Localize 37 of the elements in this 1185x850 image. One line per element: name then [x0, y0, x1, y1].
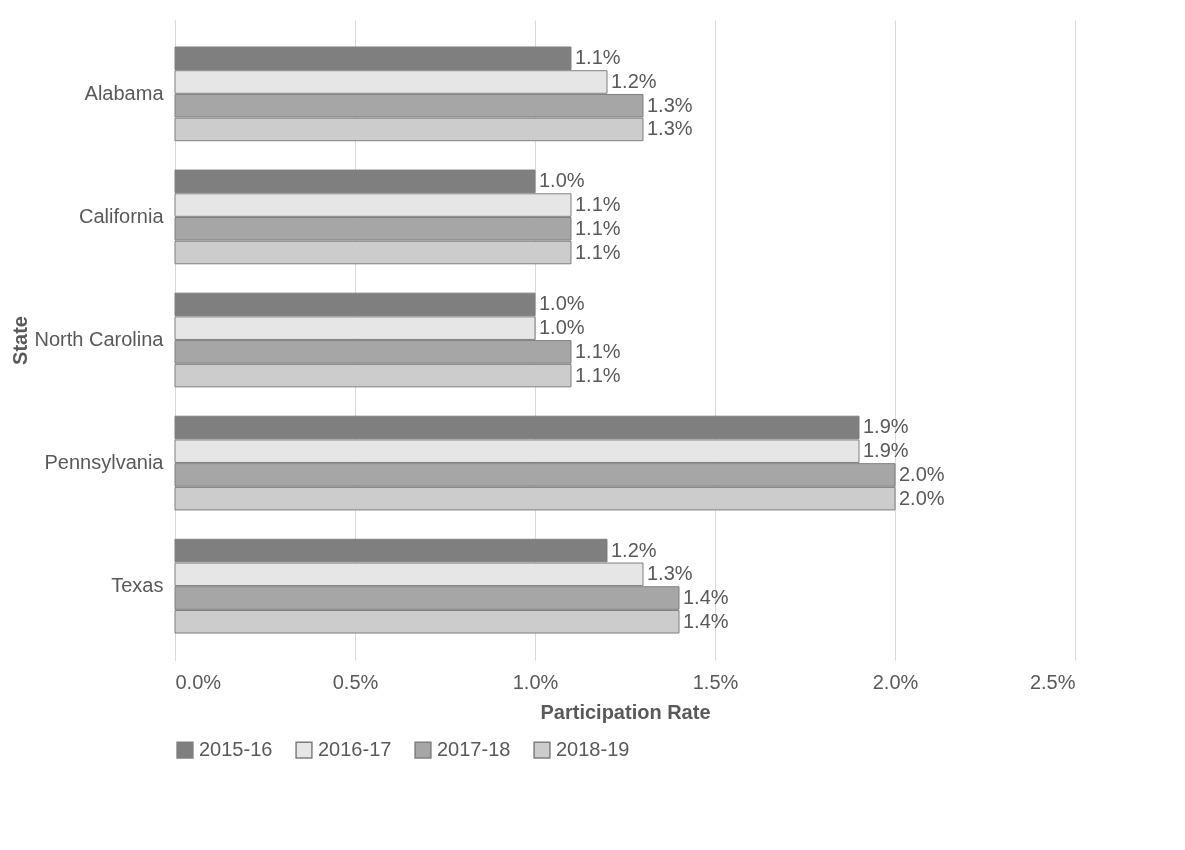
data-label: 1.1%	[575, 46, 621, 69]
y-tick-label: California	[79, 204, 165, 227]
x-tick-label: 0.5%	[332, 670, 379, 693]
x-tick-label: 2.5%	[1029, 670, 1076, 693]
data-label: 1.1%	[575, 216, 621, 239]
x-tick-label: 1.5%	[692, 670, 739, 693]
data-label: 2.0%	[899, 462, 945, 485]
x-tick-label: 0.0%	[175, 670, 222, 693]
data-label: 1.1%	[575, 240, 621, 263]
data-label: 1.9%	[863, 439, 909, 462]
data-label: 1.0%	[539, 169, 585, 192]
y-tick-label: Texas	[111, 574, 164, 597]
data-label: 1.0%	[539, 292, 585, 315]
data-label: 1.2%	[611, 538, 657, 561]
data-label: 1.1%	[575, 193, 621, 216]
data-label: 1.0%	[539, 316, 585, 339]
legend-label: 2015-16	[199, 738, 273, 761]
y-axis-title: State	[8, 316, 31, 365]
legend-label: 2016-17	[318, 738, 392, 761]
data-label: 1.1%	[575, 339, 621, 362]
x-tick-label: 1.0%	[512, 670, 559, 693]
data-label: 1.4%	[683, 609, 729, 632]
x-axis-title: Participation Rate	[540, 700, 711, 723]
data-label: 1.3%	[647, 562, 693, 585]
data-label: 1.3%	[647, 117, 693, 140]
data-label: 1.3%	[647, 93, 693, 116]
legend-label: 2018-19	[556, 738, 630, 761]
data-label: 2.0%	[899, 486, 945, 509]
legend-label: 2017-18	[437, 738, 511, 761]
y-tick-label: Pennsylvania	[44, 451, 165, 474]
data-label: 1.9%	[863, 415, 909, 438]
y-tick-label: North Carolina	[34, 328, 165, 350]
x-tick-label: 2.0%	[872, 670, 919, 693]
data-label: 1.2%	[611, 69, 657, 92]
data-label: 1.1%	[575, 363, 621, 386]
data-label: 1.4%	[683, 586, 729, 609]
y-tick-label: Alabama	[84, 81, 165, 104]
